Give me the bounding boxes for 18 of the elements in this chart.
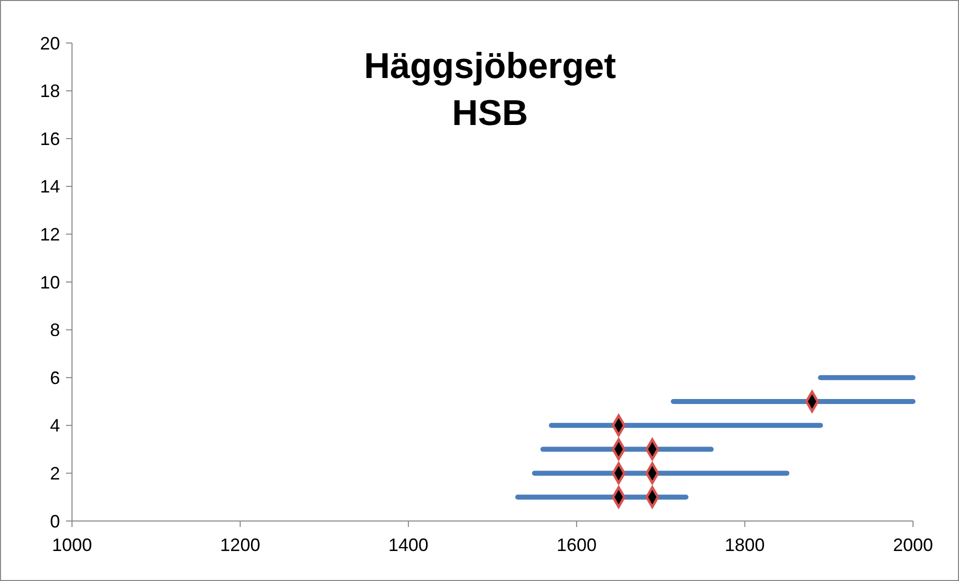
y-tick-label: 0 (50, 511, 60, 532)
x-tick-label: 1600 (556, 535, 597, 555)
y-tick-label: 16 (40, 128, 60, 149)
text: Häggsjöberget HSB (364, 45, 616, 133)
y-tick-label: 4 (50, 416, 60, 436)
x-tick-label: 1400 (388, 535, 428, 555)
y-tick-label: 10 (40, 272, 60, 292)
y-tick-label: 18 (40, 81, 60, 102)
y-tick-label: 6 (50, 368, 60, 388)
y-tick-label: 14 (40, 176, 60, 197)
y-tick-label: 20 (40, 33, 60, 54)
x-tick-label: 1800 (724, 535, 765, 555)
y-tick-label: 2 (50, 464, 60, 484)
y-tick-label: 8 (50, 320, 60, 340)
x-tick-label: 1000 (52, 535, 92, 555)
x-tick-label: 1200 (220, 535, 260, 555)
y-tick-label: 12 (40, 224, 60, 244)
x-tick-label: 2000 (892, 535, 934, 555)
